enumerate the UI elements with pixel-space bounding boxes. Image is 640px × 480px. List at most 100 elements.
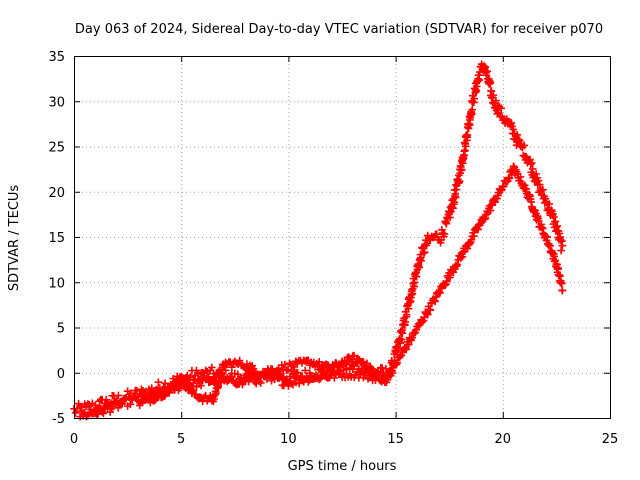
- data-point: [513, 130, 521, 139]
- data-point: [557, 246, 565, 255]
- y-tick-label: -5: [52, 412, 65, 427]
- data-point: [408, 333, 416, 342]
- data-point: [450, 198, 459, 206]
- data-point: [114, 391, 123, 400]
- data-point: [532, 170, 540, 178]
- data-point: [342, 359, 350, 368]
- data-point: [489, 91, 498, 99]
- data-point: [290, 363, 299, 371]
- data-point: [497, 104, 506, 113]
- y-tick-label: 25: [48, 141, 65, 156]
- data-point: [402, 310, 411, 319]
- data-point: [419, 316, 428, 325]
- data-point: [189, 379, 198, 387]
- data-point: [486, 79, 495, 88]
- data-point: [102, 395, 110, 404]
- data-point: [545, 200, 554, 208]
- data-point: [415, 263, 423, 272]
- data-point: [323, 361, 332, 369]
- data-point: [446, 213, 454, 222]
- data-point: [420, 248, 429, 256]
- data-point: [483, 67, 492, 76]
- data-point: [99, 409, 108, 418]
- data-point: [281, 360, 289, 369]
- data-point: [423, 239, 431, 248]
- data-point: [492, 96, 500, 105]
- data-point: [290, 374, 299, 382]
- data-point: [475, 76, 484, 84]
- data-point: [423, 310, 432, 319]
- y-axis-label: SDTVAR / TECUs: [7, 185, 22, 292]
- data-point: [516, 173, 525, 181]
- data-point: [234, 370, 242, 379]
- data-point: [463, 244, 472, 253]
- data-point: [558, 241, 567, 250]
- data-point: [494, 191, 502, 200]
- data-point: [402, 345, 411, 354]
- y-tick-label: 10: [48, 276, 65, 291]
- x-axis-label: GPS time / hours: [288, 459, 397, 474]
- data-point: [410, 278, 419, 287]
- data-point: [442, 219, 451, 228]
- data-point: [463, 131, 472, 139]
- data-point: [388, 369, 397, 377]
- data-point: [189, 386, 198, 394]
- data-point: [539, 185, 547, 194]
- data-point: [461, 146, 469, 155]
- data-points: [70, 60, 567, 421]
- data-point: [468, 105, 477, 114]
- data-point: [238, 378, 247, 386]
- data-point: [71, 409, 80, 417]
- data-point: [440, 230, 449, 238]
- data-point: [186, 373, 195, 381]
- data-point: [528, 165, 537, 173]
- data-point: [404, 340, 413, 349]
- data-point: [425, 305, 434, 314]
- data-point: [426, 306, 435, 315]
- data-point: [118, 399, 127, 408]
- data-point: [470, 232, 478, 240]
- data-point: [192, 383, 201, 391]
- data-point: [493, 194, 501, 203]
- data-point: [412, 272, 421, 281]
- data-point: [558, 286, 567, 295]
- data-point: [458, 252, 467, 261]
- data-point: [453, 260, 462, 269]
- data-point: [155, 388, 164, 397]
- data-point: [382, 364, 390, 373]
- data-point: [77, 407, 86, 416]
- data-point: [480, 215, 489, 223]
- data-point: [404, 304, 413, 313]
- data-point: [161, 379, 169, 388]
- axis-ticks: 0 5 10 15 20 25 -5 0 5 10 15 20 25 30 35: [48, 50, 618, 447]
- data-point: [417, 257, 426, 265]
- chart-title: Day 063 of 2024, Sidereal Day-to-day VTE…: [75, 22, 603, 37]
- data-point: [154, 378, 163, 386]
- data-point: [257, 379, 265, 387]
- data-point: [526, 160, 535, 168]
- data-point: [295, 379, 303, 388]
- data-point: [397, 335, 406, 344]
- data-point: [263, 375, 271, 383]
- data-point: [109, 402, 117, 411]
- data-point: [457, 165, 466, 174]
- data-point: [73, 404, 81, 413]
- y-tick-label: 0: [57, 367, 65, 382]
- data-point: [301, 366, 310, 375]
- data-point: [394, 344, 402, 352]
- data-point: [398, 329, 407, 338]
- data-point: [455, 177, 464, 185]
- data-point: [292, 378, 300, 387]
- data-point: [486, 206, 495, 215]
- data-point: [284, 365, 292, 374]
- data-point: [401, 318, 410, 326]
- x-tick-label: 10: [280, 432, 297, 447]
- data-point: [350, 351, 358, 360]
- data-point: [397, 351, 406, 360]
- data-point: [393, 358, 402, 367]
- x-tick-label: 0: [70, 432, 78, 447]
- data-point: [520, 141, 529, 150]
- y-tick-label: 30: [48, 95, 65, 110]
- data-point: [218, 369, 226, 378]
- data-point: [227, 373, 236, 381]
